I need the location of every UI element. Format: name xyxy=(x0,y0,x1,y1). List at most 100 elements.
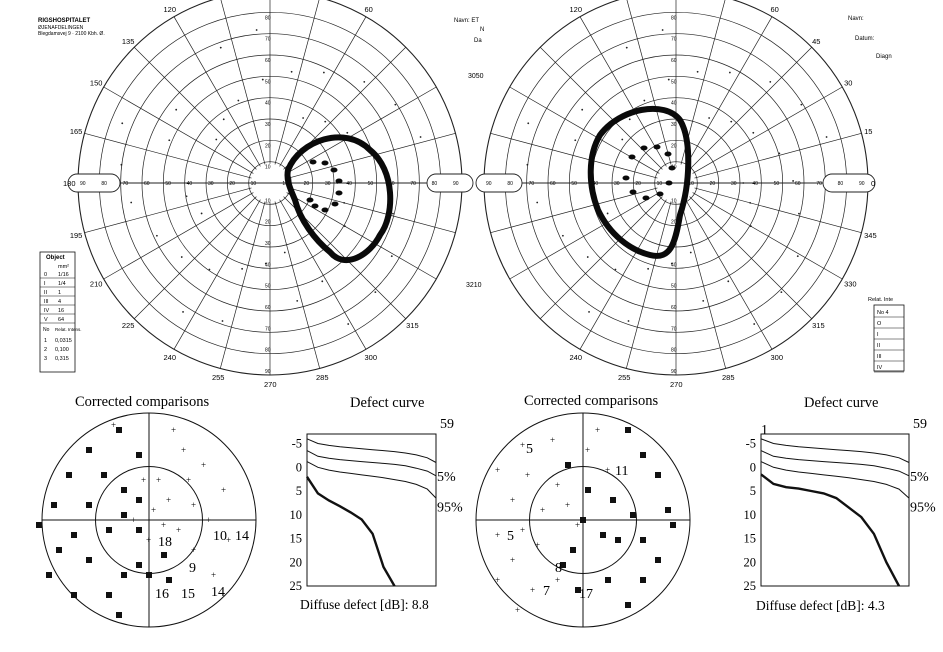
eccentricity-label: 50 xyxy=(571,181,577,187)
object-size-value: 1/16 xyxy=(58,272,69,278)
left-n-field: N xyxy=(480,27,484,33)
comparison-number: 10 xyxy=(213,529,227,544)
defect-square xyxy=(640,577,646,583)
meridian-degree-label: 300 xyxy=(365,353,378,362)
defect-square xyxy=(655,472,661,478)
normal-plus: + xyxy=(495,465,500,475)
outer-isopter xyxy=(284,134,394,264)
eccentricity-label: 50 xyxy=(265,79,271,85)
defect-square xyxy=(46,572,52,578)
speck xyxy=(290,70,293,73)
defect-square xyxy=(136,562,142,568)
left-corrected-comparisons-plot: + + + + + + + + + + + + + + + + + + +18 10 14 9 16 15 14 xyxy=(36,412,257,628)
speck xyxy=(696,70,699,73)
meridian-degree-label: 0 xyxy=(871,179,875,188)
inner-isopter-mark xyxy=(642,195,650,201)
meridian-degree-label: 120 xyxy=(570,5,583,14)
eccentricity-label: 20 xyxy=(229,181,235,187)
speck xyxy=(296,299,299,302)
normal-plus: + xyxy=(176,525,181,535)
comparison-number: 17 xyxy=(579,587,593,602)
speck xyxy=(778,152,781,155)
meridian-degree-label: 285 xyxy=(316,373,329,382)
meridian-line xyxy=(279,16,367,167)
defect-y-tick: 20 xyxy=(744,555,757,569)
defect-square xyxy=(585,487,591,493)
meridian-line xyxy=(103,86,254,174)
speck xyxy=(800,103,803,106)
object-size-code: IV xyxy=(44,308,50,314)
normal-plus: + xyxy=(156,475,161,485)
right-defect-title: Defect curve xyxy=(804,395,878,411)
defect-square xyxy=(86,447,92,453)
normal-plus: + xyxy=(575,520,580,530)
relat-row: No 4 xyxy=(877,310,889,316)
eccentricity-label: 40 xyxy=(265,101,271,107)
comparison-number: 8 xyxy=(555,561,562,576)
reference-percentile-line xyxy=(760,450,910,477)
defect-square xyxy=(625,602,631,608)
speck xyxy=(561,234,564,237)
meridian-degree-label: 255 xyxy=(618,373,631,382)
speck xyxy=(769,80,772,83)
speck xyxy=(215,138,218,141)
left-name-field: Navn: ET xyxy=(454,18,479,24)
speck xyxy=(321,280,324,283)
defect-square xyxy=(66,472,72,478)
eccentricity-label: 30 xyxy=(265,122,271,128)
object-size-code: 0 xyxy=(44,272,47,278)
eccentricity-label: 40 xyxy=(671,262,677,268)
speck xyxy=(625,46,628,49)
eccentricity-label: 30 xyxy=(671,122,677,128)
meridian-line xyxy=(694,187,862,234)
speck xyxy=(343,201,346,204)
left-diffuse-defect: Diffuse defect [dB]: 8.8 xyxy=(300,597,429,612)
intens-no: 3 xyxy=(44,356,47,362)
normal-plus: + xyxy=(515,605,520,615)
speck xyxy=(574,139,577,142)
speck xyxy=(798,212,800,215)
speck xyxy=(727,280,730,283)
meridian-degree-label: 270 xyxy=(670,380,683,389)
defect-square xyxy=(665,507,671,513)
defect-y-tick: 25 xyxy=(290,579,303,593)
defect-plot-frame xyxy=(760,433,910,587)
speck xyxy=(394,103,397,106)
defect-square xyxy=(136,452,142,458)
eccentricity-label: 10 xyxy=(282,181,288,187)
speck xyxy=(221,320,224,322)
defect-y-tick: 20 xyxy=(290,555,303,569)
meridian-line xyxy=(680,201,727,369)
defect-y-tick: -5 xyxy=(292,437,302,451)
hospital-name: RIGSHOSPITALET xyxy=(38,18,91,24)
normal-plus: + xyxy=(495,530,500,540)
defect-y-tick: 15 xyxy=(290,532,303,546)
left-defect-curve-chart: -5 0 5 10 15 20 25 59 5% 95% xyxy=(290,417,464,593)
speck xyxy=(261,78,264,81)
meridian-degree-label: 255 xyxy=(212,373,225,382)
defect-y-tick: 5 xyxy=(750,484,756,498)
defect-square xyxy=(106,592,112,598)
speck xyxy=(374,291,377,294)
defect-square xyxy=(560,562,566,568)
meridian-line xyxy=(173,16,261,167)
meridian-line xyxy=(685,16,773,167)
inner-isopter-mark xyxy=(622,175,630,181)
speck xyxy=(536,201,539,204)
pct95-label: 95% xyxy=(437,500,463,515)
eccentricity-label: 70 xyxy=(529,181,535,187)
meridian-degree-label: 120 xyxy=(164,5,177,14)
speck xyxy=(302,117,305,119)
speck xyxy=(343,225,346,228)
defect-square xyxy=(575,587,581,593)
defect-square xyxy=(605,577,611,583)
relat-row: III xyxy=(877,354,882,360)
intens-no: 2 xyxy=(44,347,47,353)
speck xyxy=(752,131,755,134)
eccentricity-label: 40 xyxy=(752,181,758,187)
speck xyxy=(647,267,650,270)
object-size-code: II xyxy=(44,290,48,296)
meridian-line xyxy=(219,201,266,369)
